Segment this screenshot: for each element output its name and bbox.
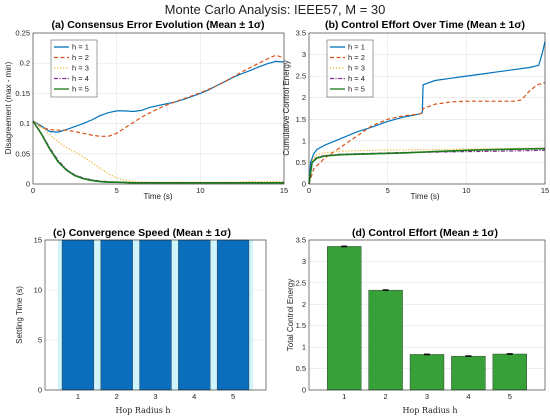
panel-d-control-effort: 0 0.5 1 1.5 2 2.5 3 3.5 1 2 3 4 5 (d) Control Effort … <box>286 227 546 415</box>
panel-b-control-effort-time: 00.511.522.533.50 5 10 15h = 1h = 2h = 3h =… <box>282 19 549 201</box>
panel-d-ytick-label: 2 <box>302 300 306 309</box>
panel-d-bar-1 <box>327 246 362 391</box>
panel-a-ylabel: Disagreement (max - min) <box>4 61 13 154</box>
panel-a-xtick-label: 5 <box>115 186 119 195</box>
panel-a-series-h1-line <box>32 60 285 133</box>
panel-a-ytick-label: 0 <box>26 180 30 189</box>
panel-b-ytick-label: 1 <box>302 136 306 145</box>
panel-d-ylabel: Total Control Energy <box>286 279 295 351</box>
panel-c-bar-5 <box>216 239 250 391</box>
panel-b-ytick-label: 1.5 <box>296 115 306 124</box>
panel-d-axes-frame <box>308 239 546 391</box>
panel-c-convergence-speed: 0 5 10 15 1 2 3 4 5 (c) Convergence Speed (Mean ±… <box>15 227 267 415</box>
panel-c-xtick-label-3: 3 <box>153 392 157 401</box>
panel-d-ytick-label: 3 <box>302 257 306 266</box>
panel-b-legend-label-h3: h = 3 <box>348 64 365 73</box>
panel-d-title: (d) Control Effort (Mean ± 1σ) <box>352 227 498 239</box>
panel-d-bar-4 <box>451 355 486 391</box>
panel-d-ytick-label: 2.5 <box>296 278 306 287</box>
panel-b-series-h2-line <box>308 82 546 185</box>
panel-b-legend-label-h1: h = 1 <box>348 43 365 52</box>
panel-b-ytick-label: 3 <box>302 50 306 59</box>
panel-d-ytick-label: 1 <box>302 343 306 352</box>
panel-c-axes-frame <box>44 239 267 391</box>
panel-c-xtick-label-2: 2 <box>115 392 119 401</box>
panel-c-bar-4 <box>178 239 211 391</box>
panel-b-ylabel: Cumulative Control Energy <box>282 60 291 156</box>
panel-c-title: (c) Convergence Speed (Mean ± 1σ) <box>53 227 231 239</box>
panel-a-consensus-error: 0 0.05 0.1 0.15 0.2 0.25 0 5 10 15 h = 1h = 2 h = 3… <box>4 19 288 201</box>
panel-d-xlabel: Hop Radius h <box>402 406 457 415</box>
panel-d-xtick-label-5: 5 <box>508 392 512 401</box>
panel-c-bar-2 <box>100 239 133 391</box>
figure-suptitle: Monte Carlo Analysis: IEEE57, M = 30 <box>165 2 386 17</box>
panel-c-xtick-label-5: 5 <box>231 392 235 401</box>
panel-a-xtick-label: 10 <box>196 186 204 195</box>
panel-b-legend-box <box>326 39 374 98</box>
panel-a-series-h5-line <box>32 120 284 184</box>
panel-b-series-h5-line <box>308 147 546 185</box>
panel-d-xtick-label-1: 1 <box>342 392 346 401</box>
panel-c-ytick-label: 15 <box>34 236 42 245</box>
panel-d-xtick-label-2: 2 <box>384 392 388 401</box>
panel-c-ytick-label: 10 <box>34 286 42 295</box>
panel-b-title: (b) Control Effort Over Time (Mean ± 1σ) <box>325 19 525 31</box>
panel-b-ytick-label: 0.5 <box>296 158 306 167</box>
panel-a-legend-label-h1: h = 1 <box>72 43 89 52</box>
panel-d-ytick-label: 0.5 <box>296 364 306 373</box>
panel-b-ytick-label: 0 <box>302 180 306 189</box>
panel-a-legend-label-h3: h = 3 <box>72 64 89 73</box>
panel-b-xtick-label: 0 <box>307 186 311 195</box>
panel-b-xlabel: Time (s) <box>410 192 439 201</box>
panel-b-xtick-label: 15 <box>541 186 549 195</box>
panel-c-bar-3 <box>139 239 172 391</box>
panel-a-ytick-label: 0.2 <box>20 59 30 68</box>
panel-d-xtick-label-3: 3 <box>425 392 429 401</box>
panel-a-ytick-label: 0.15 <box>15 89 30 98</box>
panel-a-title: (a) Consensus Error Evolution (Mean ± 1σ… <box>51 19 264 31</box>
panel-a-ytick-label: 0.1 <box>20 119 30 128</box>
panel-d-ytick-label: 3.5 <box>296 236 306 245</box>
panel-a-legend-label-h2: h = 2 <box>72 53 89 62</box>
panel-c-xtick-label-1: 1 <box>76 392 80 401</box>
panel-b-axes-frame <box>308 32 546 185</box>
panel-b-xtick-label: 5 <box>386 186 390 195</box>
panel-b-series-h1-line <box>308 41 546 185</box>
panel-d-ytick-label: 1.5 <box>296 321 306 330</box>
panel-b-xtick-label: 10 <box>462 186 470 195</box>
panel-a-legend-label-h5: h = 5 <box>72 85 89 94</box>
panel-b-legend-label-h5: h = 5 <box>348 85 365 94</box>
panel-a-xtick-label: 0 <box>31 186 35 195</box>
panel-b-legend-label-h2: h = 2 <box>348 53 365 62</box>
panel-c-bar-1 <box>61 239 95 391</box>
panel-c-ytick-label: 0 <box>38 386 42 395</box>
panel-a-ytick-label: 0.25 <box>15 29 30 38</box>
panel-b-ytick-label: 2 <box>302 93 306 102</box>
panel-c-ytick-label: 5 <box>38 336 42 345</box>
panel-a-legend-box <box>50 39 98 98</box>
panel-c-xtick-label-4: 4 <box>192 392 196 401</box>
panel-b-ytick-label: 3.5 <box>296 29 306 38</box>
panel-a-legend-label-h4: h = 4 <box>72 74 89 83</box>
panel-a-ytick-label: 0.05 <box>15 149 30 158</box>
panel-d-bar-2 <box>368 289 403 391</box>
panel-d-xtick-label-4: 4 <box>466 392 470 401</box>
panel-a-xtick-label: 15 <box>280 186 288 195</box>
panel-d-ytick-label: 0 <box>302 386 306 395</box>
panel-a-xlabel: Time (s) <box>143 192 172 201</box>
panel-a-axes-frame <box>32 32 285 185</box>
panel-b-legend-label-h4: h = 4 <box>348 74 365 83</box>
panel-d-bar-5 <box>492 353 527 391</box>
panel-c-xlabel: Hop Radius h <box>115 406 170 415</box>
panel-b-ytick-label: 2.5 <box>296 72 306 81</box>
panel-c-ylabel: Settling Time (s) <box>15 286 24 344</box>
panel-d-bar-3 <box>409 354 445 391</box>
